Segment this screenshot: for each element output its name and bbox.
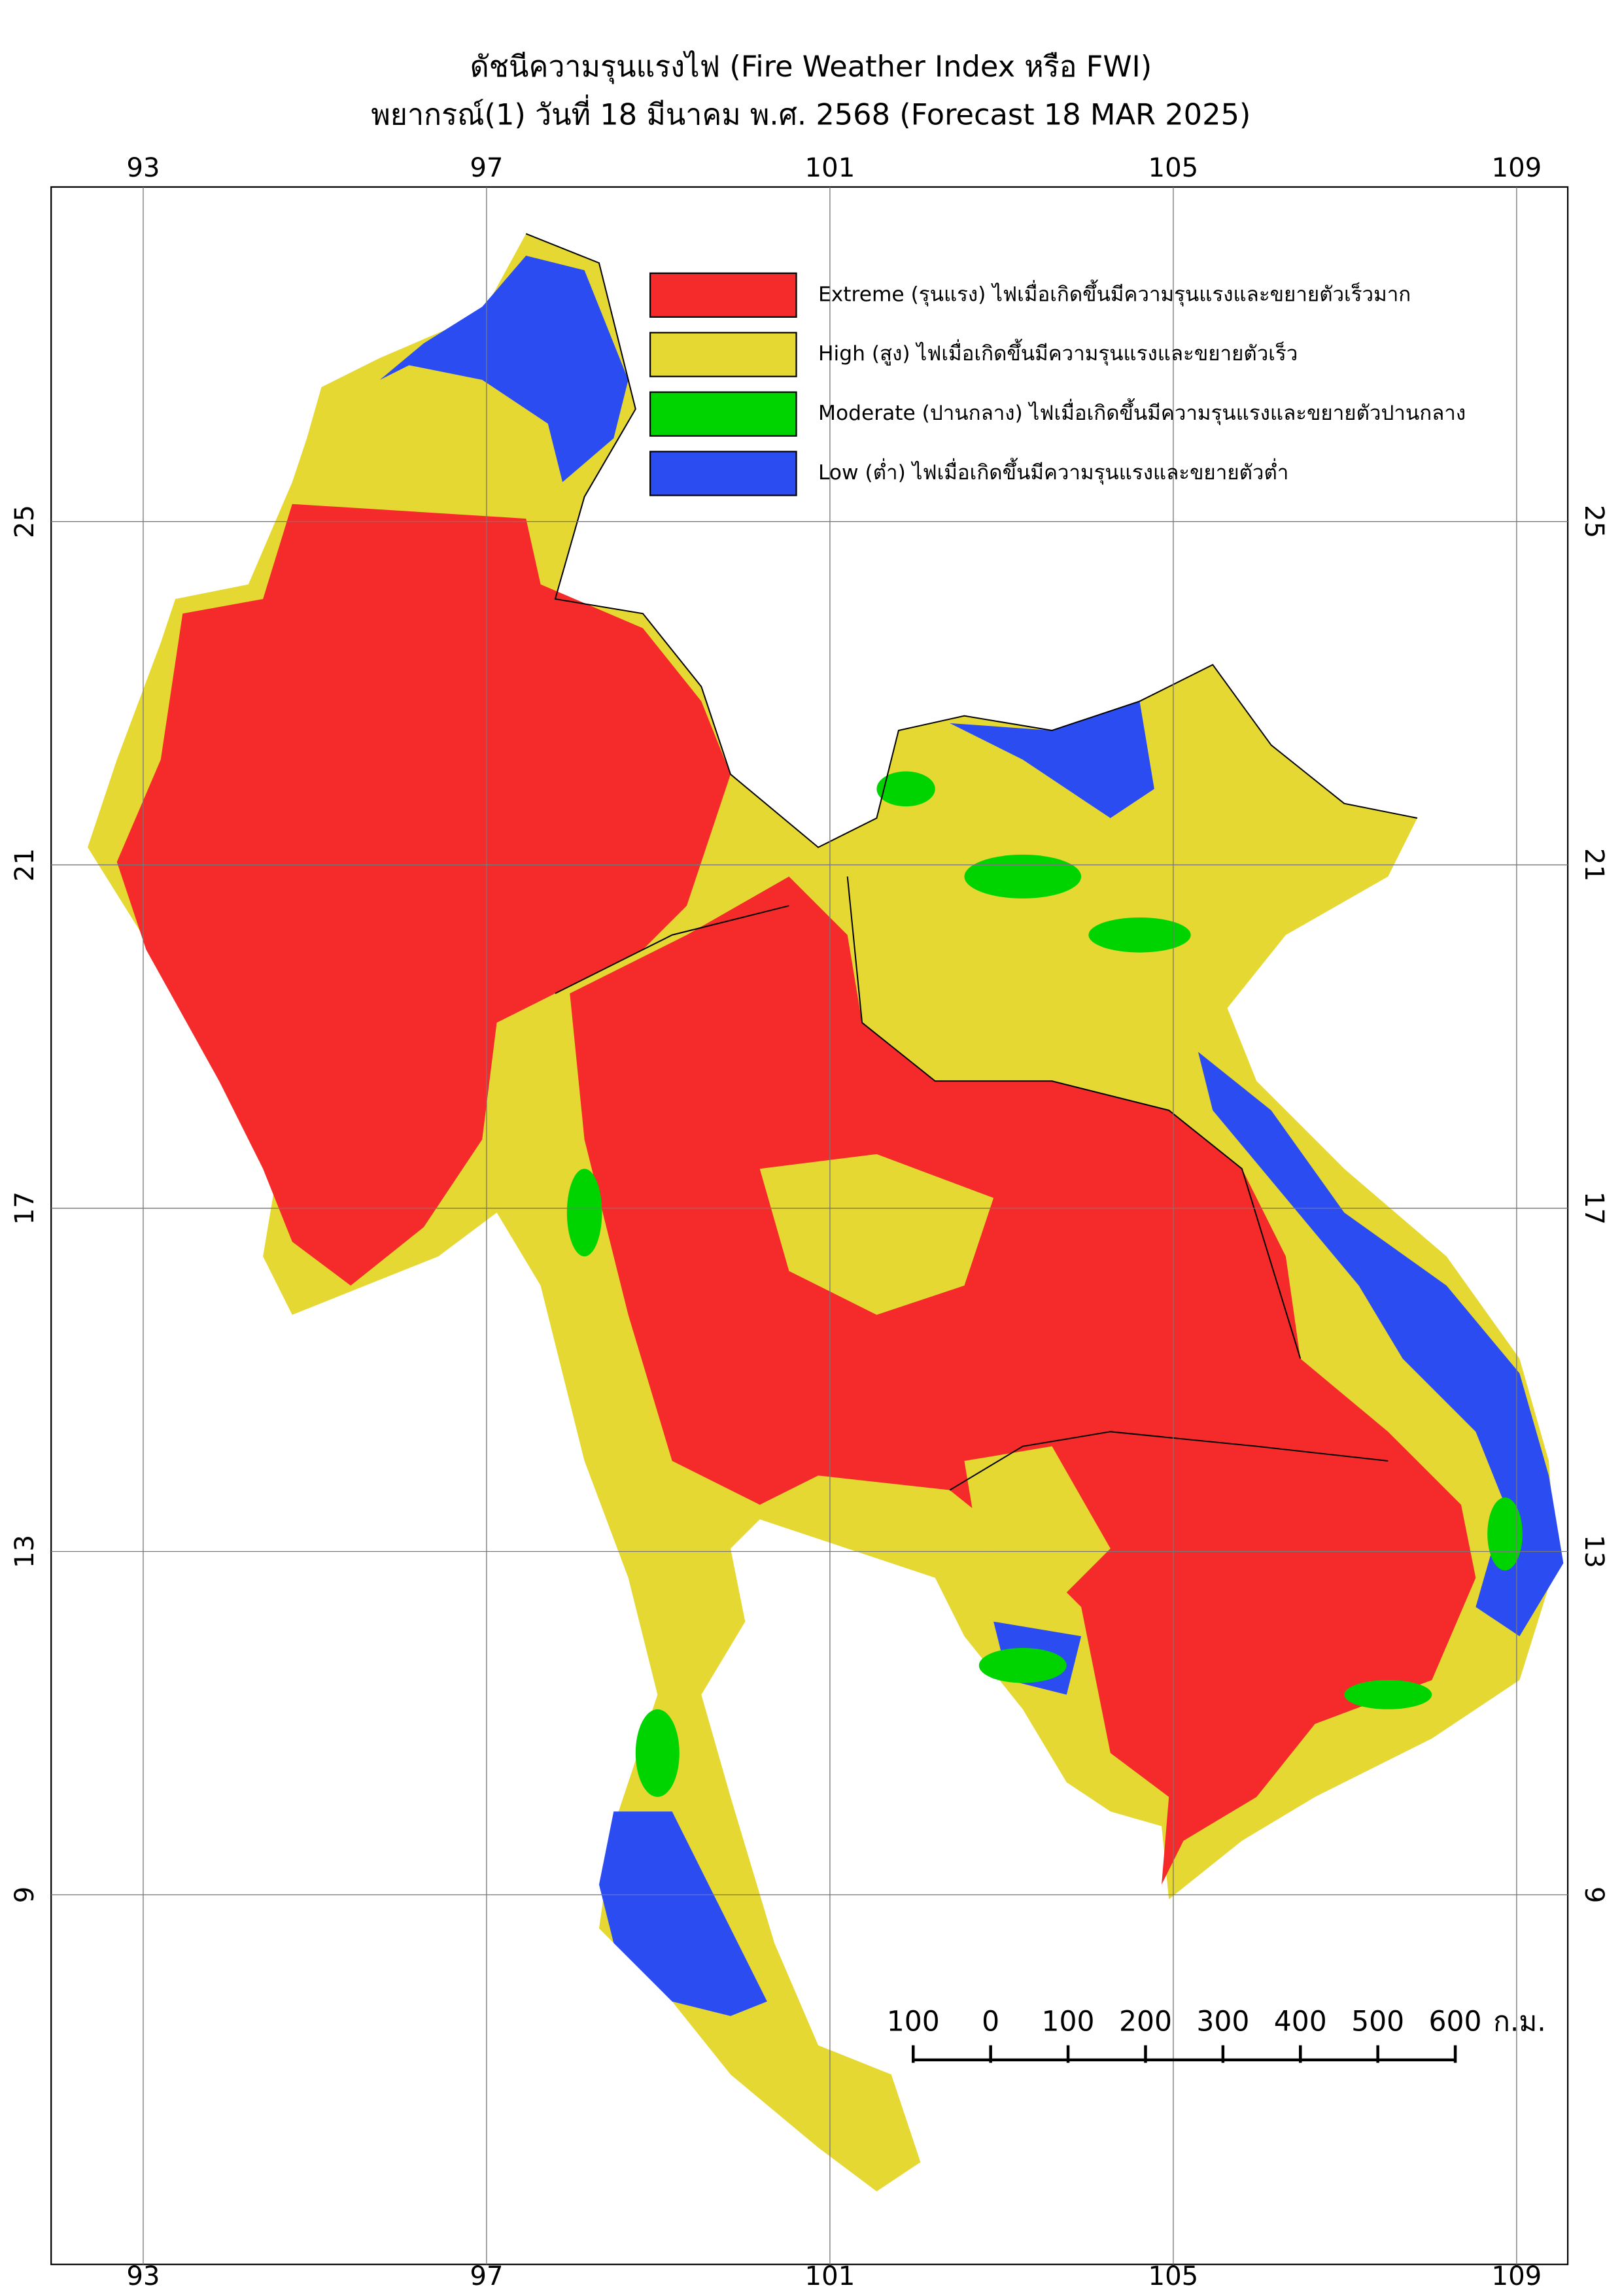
lat-label: 25 xyxy=(1579,505,1609,538)
graticule: 93 93 97 97 101 101 105 105 109 109 25 25 21 21 17 17 13… xyxy=(10,153,1609,2291)
legend-label: Low (ต่ำ) ไฟเมื่อเกิดขึ้นมีความรุนแรงและ… xyxy=(818,457,1288,485)
legend-label: High (สูง) ไฟเมื่อเกิดขึ้นมีความรุนแรงแล… xyxy=(818,338,1298,366)
lon-label: 109 xyxy=(1492,153,1542,183)
low-area xyxy=(1198,1052,1564,1637)
lon-label: 101 xyxy=(805,153,855,183)
scale-label: 100 xyxy=(887,2006,940,2038)
low-area xyxy=(379,255,629,483)
land xyxy=(88,233,1564,2192)
high-area xyxy=(759,1154,1111,1607)
legend-swatch xyxy=(649,272,797,318)
lat-label: 21 xyxy=(10,848,40,882)
scale-label: 500 xyxy=(1351,2006,1404,2038)
legend-label: Moderate (ปานกลาง) ไฟเมื่อเกิดขึ้นมีความ… xyxy=(818,398,1466,426)
lat-label: 9 xyxy=(1579,1887,1609,1904)
legend-swatch xyxy=(649,391,797,437)
subtitle: พยากรณ์(1) วันที่ 18 มีนาคม พ.ศ. 2568 (F… xyxy=(371,95,1251,132)
lon-label: 93 xyxy=(126,153,160,183)
boundary xyxy=(525,233,1418,1491)
scale-bar: 100 0 100 200 300 400 500 600 ก.ม. xyxy=(887,2006,1546,2063)
legend-label: Extreme (รุนแรง) ไฟเมื่อเกิดขึ้นมีความรุ… xyxy=(818,279,1411,307)
extreme-area xyxy=(570,876,1476,1885)
legend-swatch xyxy=(649,332,797,377)
lon-label: 109 xyxy=(1492,2261,1542,2291)
lat-label: 21 xyxy=(1579,848,1609,882)
lat-label: 13 xyxy=(1579,1535,1609,1568)
scale-label: 300 xyxy=(1196,2006,1249,2038)
low-area xyxy=(598,701,1154,2016)
lon-label: 101 xyxy=(805,2261,855,2291)
extreme-area xyxy=(116,504,731,1286)
scale-label: 100 xyxy=(1042,2006,1095,2038)
lat-label: 17 xyxy=(10,1191,40,1225)
scale-label: 600 xyxy=(1429,2006,1482,2038)
lat-label: 9 xyxy=(10,1887,40,1904)
scale-label: 0 xyxy=(982,2006,999,2038)
lat-label: 13 xyxy=(10,1535,40,1568)
lon-label: 97 xyxy=(470,153,503,183)
lon-label: 105 xyxy=(1148,153,1199,183)
legend: Extreme (รุนแรง) ไฟเมื่อเกิดขึ้นมีความรุ… xyxy=(649,272,1466,496)
legend-swatch xyxy=(649,451,797,496)
scale-label: 200 xyxy=(1119,2006,1172,2038)
lat-label: 17 xyxy=(1579,1191,1609,1225)
scale-unit: ก.ม. xyxy=(1493,2006,1546,2038)
lon-label: 93 xyxy=(126,2261,160,2291)
title: ดัชนีความรุนแรงไฟ (Fire Weather Index หร… xyxy=(470,50,1152,84)
lat-label: 25 xyxy=(10,505,40,538)
moderate-area xyxy=(566,771,1523,1797)
scale-label: 400 xyxy=(1274,2006,1327,2038)
lon-label: 105 xyxy=(1148,2261,1199,2291)
map-root: ดัชนีความรุนแรงไฟ (Fire Weather Index หร… xyxy=(10,50,1609,2291)
lon-label: 97 xyxy=(470,2261,503,2291)
